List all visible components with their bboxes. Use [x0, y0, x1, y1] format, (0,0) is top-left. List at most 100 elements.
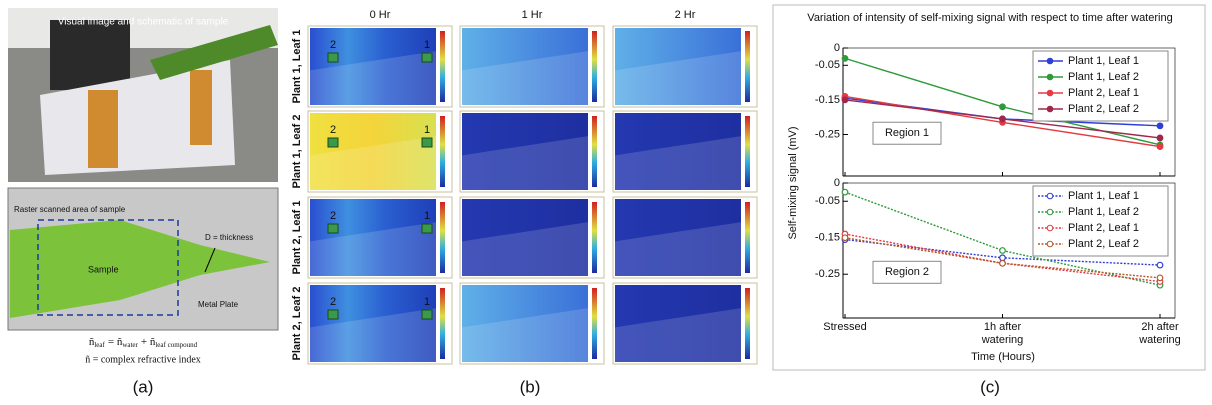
colorbar [440, 288, 445, 359]
heatmap-detail [462, 51, 588, 105]
heatmap [310, 28, 436, 105]
legend-label: Plant 2, Leaf 1 [1068, 87, 1139, 99]
panel-title: Visual image and schematic of sample [58, 17, 229, 28]
leaf-photo [150, 25, 278, 80]
region-number: 1 [424, 296, 430, 308]
definition: ñ = complex refractive index [85, 354, 201, 365]
series-line [844, 237, 1161, 279]
point [1156, 274, 1164, 282]
point [841, 188, 849, 196]
x-axis-label: Time (Hours) [971, 351, 1035, 363]
caption: (b) [520, 377, 541, 396]
column-header: 0 Hr [370, 9, 391, 21]
y-tick-label: -0.25 [815, 128, 840, 140]
row-label: Plant 2, Leaf 1 [291, 201, 303, 275]
heatmap [615, 28, 741, 105]
tape [88, 90, 118, 168]
legend-marker [1046, 224, 1054, 232]
heatmap-detail [462, 308, 588, 362]
column-header: 1 Hr [522, 9, 543, 21]
region-number: 2 [330, 210, 336, 222]
region-number: 1 [424, 124, 430, 136]
region-number: 2 [330, 39, 336, 51]
annotation: Region 1 [885, 127, 929, 139]
heatmap [615, 199, 741, 276]
heatmap [310, 113, 436, 190]
formula: ñleaf = ñwater + ñleaf compound [89, 336, 198, 349]
point [999, 254, 1006, 262]
region-marker [327, 52, 339, 63]
row-label: Plant 1, Leaf 1 [291, 30, 303, 104]
caption: (c) [980, 377, 1000, 396]
heatmap-detail [462, 222, 588, 276]
colorbar [745, 31, 750, 102]
y-tick-label: -0.05 [815, 195, 840, 207]
legend-label: Plant 2, Leaf 1 [1068, 222, 1139, 234]
label: Metal Plate [198, 300, 239, 309]
heatmap [462, 28, 588, 105]
colorbar [440, 31, 445, 102]
label: D = thickness [205, 233, 253, 242]
y-tick-label: -0.05 [815, 59, 840, 71]
arrow [204, 247, 216, 273]
legend-marker [1046, 192, 1054, 200]
chart-frame [772, 4, 1206, 371]
plot-frame [842, 182, 1176, 319]
heatmap-detail [310, 136, 436, 190]
x-tick-label: 2h after watering [1139, 321, 1181, 346]
region-number: 2 [330, 124, 336, 136]
heatmap-detail [615, 136, 741, 190]
point [999, 259, 1006, 267]
point [1156, 261, 1164, 269]
point [1156, 134, 1164, 142]
leaf-schematic [10, 220, 270, 318]
point [841, 54, 849, 62]
annotation: Region 2 [885, 266, 929, 278]
legend-label: Plant 1, Leaf 1 [1068, 55, 1139, 67]
point [999, 247, 1006, 254]
caption: (a) [133, 377, 154, 396]
heatmap-detail [310, 308, 436, 362]
region-marker [421, 52, 433, 63]
row-label: Plant 1, Leaf 2 [291, 115, 303, 189]
y-tick-label: -0.15 [815, 232, 840, 244]
legend-marker [1046, 105, 1054, 113]
heatmap [462, 113, 588, 190]
label: Raster scanned area of sample [14, 205, 126, 214]
x-tick-label: 1h after watering [981, 321, 1024, 346]
series-line [844, 233, 1161, 283]
plot-frame [842, 47, 1176, 177]
region-marker [421, 223, 433, 234]
clamp [50, 20, 130, 90]
heatmap-detail [462, 136, 588, 190]
column-header: 2 Hr [675, 9, 696, 21]
heatmap-detail [615, 222, 741, 276]
point [999, 115, 1006, 123]
y-tick-label: -0.15 [815, 94, 840, 106]
region-marker [421, 137, 433, 148]
region-marker [327, 309, 339, 320]
legend-marker [1046, 208, 1054, 216]
point [1156, 143, 1164, 150]
raster-box [37, 219, 179, 316]
colorbar [440, 116, 445, 187]
legend-marker [1046, 57, 1054, 65]
colorbar [592, 31, 597, 102]
point [1156, 122, 1164, 130]
heatmap-detail [615, 308, 741, 362]
heatmap-detail [310, 51, 436, 105]
region-number: 1 [424, 39, 430, 51]
tape [190, 70, 212, 145]
heatmap [310, 199, 436, 276]
legend-label: Plant 1, Leaf 2 [1068, 206, 1139, 218]
annotation-box [872, 260, 942, 284]
colorbar [592, 202, 597, 273]
heatmap [615, 285, 741, 362]
heatmap [462, 199, 588, 276]
x-tick-label: Stressed [823, 321, 867, 333]
legend-marker [1046, 89, 1054, 97]
legend-label: Plant 1, Leaf 1 [1068, 190, 1139, 202]
region-marker [421, 309, 433, 320]
